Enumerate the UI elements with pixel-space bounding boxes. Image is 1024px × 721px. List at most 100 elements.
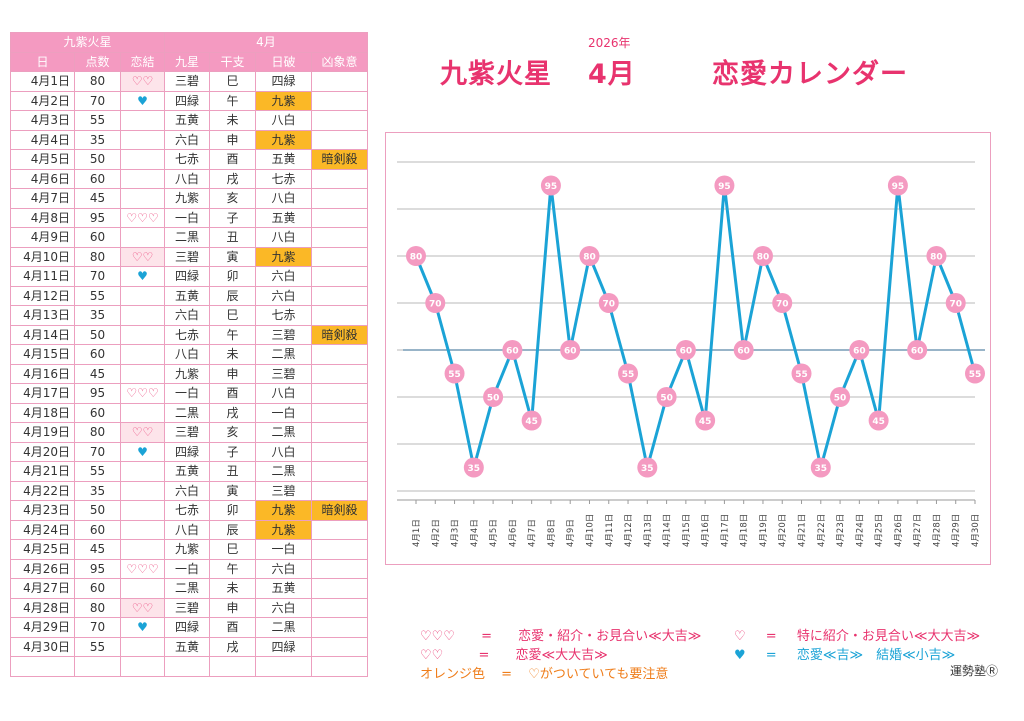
data-point: 95 bbox=[714, 175, 735, 196]
x-tick-label: 4月28日 bbox=[932, 514, 942, 547]
hakai-cell: 二黒 bbox=[255, 344, 312, 365]
data-label: 60 bbox=[911, 347, 924, 357]
kyusei-cell: 二黒 bbox=[164, 402, 210, 423]
empty-cell bbox=[10, 656, 75, 677]
date-cell: 4月17日 bbox=[10, 383, 75, 404]
title-month: 4月 bbox=[588, 59, 636, 90]
kyusei-cell: 八白 bbox=[164, 344, 210, 365]
score-cell: 95 bbox=[74, 207, 121, 228]
table-row: 4月10日 80 ♡♡ 三碧寅九紫 bbox=[10, 246, 368, 267]
table-row: 4月26日 95 ♡♡♡ 一白午六白 bbox=[10, 558, 368, 579]
table-row: 4月24日 60 八白辰九紫 bbox=[10, 519, 368, 540]
data-point: 60 bbox=[849, 340, 870, 360]
date-cell: 4月19日 bbox=[10, 422, 75, 443]
data-point: 70 bbox=[945, 293, 966, 313]
table-row: 4月11日 70 ♥ 四緑卯六白 bbox=[10, 266, 368, 287]
kyo-cell bbox=[311, 129, 368, 150]
date-cell: 4月10日 bbox=[10, 246, 75, 267]
data-label: 55 bbox=[448, 370, 461, 380]
eto-cell: 酉 bbox=[209, 617, 256, 638]
date-cell: 4月16日 bbox=[10, 363, 75, 384]
data-label: 60 bbox=[506, 347, 519, 357]
table-row: 4月19日 80 ♡♡ 三碧亥二黒 bbox=[10, 422, 368, 443]
data-label: 95 bbox=[545, 182, 558, 192]
legend-item-solid-heart: ♥ = 恋愛≪吉≫ 結婚≪小吉≫ bbox=[734, 644, 955, 663]
hakai-cell: 四緑 bbox=[255, 636, 312, 657]
date-cell: 4月5日 bbox=[10, 149, 75, 170]
legend-symbol: ♡♡♡ bbox=[420, 629, 455, 644]
data-label: 70 bbox=[429, 300, 442, 310]
table-row: 4月12日 55 五黄辰六白 bbox=[10, 285, 368, 306]
data-point: 60 bbox=[560, 340, 581, 360]
x-tick-label: 4月22日 bbox=[817, 514, 827, 547]
data-marker bbox=[772, 293, 793, 313]
hakai-cell: 九紫 bbox=[255, 500, 312, 521]
eto-cell: 亥 bbox=[209, 188, 256, 209]
love-cell bbox=[120, 344, 165, 365]
date-cell: 4月3日 bbox=[10, 110, 75, 131]
hakai-cell: 八白 bbox=[255, 110, 312, 131]
love-cell: ♥ bbox=[120, 441, 165, 462]
table-row: 4月27日 60 二黒未五黄 bbox=[10, 578, 368, 599]
data-label: 60 bbox=[680, 347, 693, 357]
score-cell: 70 bbox=[74, 90, 121, 111]
table-row: 4月20日 70 ♥ 四緑子八白 bbox=[10, 441, 368, 462]
col-header-eto: 干支 bbox=[209, 51, 256, 72]
x-tick-label: 4月8日 bbox=[547, 519, 557, 547]
empty-cell bbox=[209, 656, 256, 677]
kyusei-cell: 八白 bbox=[164, 519, 210, 540]
data-label: 80 bbox=[757, 253, 770, 263]
data-marker bbox=[887, 175, 908, 196]
data-marker bbox=[406, 246, 426, 266]
hakai-cell: 八白 bbox=[255, 383, 312, 404]
love-cell: ♡♡ bbox=[120, 71, 165, 92]
data-marker bbox=[695, 410, 716, 431]
data-marker bbox=[907, 340, 928, 360]
eto-cell: 申 bbox=[209, 597, 256, 618]
data-label: 45 bbox=[525, 417, 538, 427]
col-header-love: 恋結 bbox=[120, 51, 165, 72]
table-row: 4月18日 60 二黒戌一白 bbox=[10, 402, 368, 423]
score-cell: 60 bbox=[74, 168, 121, 189]
kyo-cell bbox=[311, 207, 368, 228]
hakai-cell: 二黒 bbox=[255, 617, 312, 638]
eto-cell: 未 bbox=[209, 110, 256, 131]
eto-cell: 酉 bbox=[209, 149, 256, 170]
data-marker bbox=[560, 340, 581, 360]
score-cell: 80 bbox=[74, 597, 121, 618]
data-label: 80 bbox=[930, 253, 943, 263]
score-cell: 60 bbox=[74, 227, 121, 248]
score-cell: 55 bbox=[74, 461, 121, 482]
x-tick-label: 4月23日 bbox=[836, 514, 846, 547]
eto-cell: 辰 bbox=[209, 285, 256, 306]
date-cell: 4月20日 bbox=[10, 441, 75, 462]
love-cell bbox=[120, 500, 165, 521]
x-tick-label: 4月7日 bbox=[528, 519, 538, 547]
kyusei-cell: 九紫 bbox=[164, 188, 210, 209]
empty-cell bbox=[255, 656, 312, 677]
hakai-cell: 五黄 bbox=[255, 149, 312, 170]
data-marker bbox=[926, 246, 947, 266]
score-cell: 60 bbox=[74, 519, 121, 540]
table-row: 4月13日 35 六白巳七赤 bbox=[10, 305, 368, 326]
love-cell bbox=[120, 305, 165, 326]
kyusei-cell: 五黄 bbox=[164, 461, 210, 482]
score-cell: 80 bbox=[74, 71, 121, 92]
love-cell bbox=[120, 519, 165, 540]
data-marker bbox=[810, 457, 831, 478]
kyusei-cell: 九紫 bbox=[164, 539, 210, 560]
hakai-cell: 三碧 bbox=[255, 324, 312, 345]
kyo-cell bbox=[311, 168, 368, 189]
date-cell: 4月1日 bbox=[10, 71, 75, 92]
legend-symbol: ♡ bbox=[734, 629, 746, 644]
date-cell: 4月25日 bbox=[10, 539, 75, 560]
score-cell: 55 bbox=[74, 285, 121, 306]
eto-cell: 子 bbox=[209, 441, 256, 462]
love-cell bbox=[120, 285, 165, 306]
love-cell bbox=[120, 110, 165, 131]
legend-equals: = bbox=[765, 629, 777, 644]
hakai-cell: 五黄 bbox=[255, 207, 312, 228]
data-marker bbox=[965, 363, 985, 384]
love-cell: ♡♡ bbox=[120, 597, 165, 618]
love-cell bbox=[120, 227, 165, 248]
